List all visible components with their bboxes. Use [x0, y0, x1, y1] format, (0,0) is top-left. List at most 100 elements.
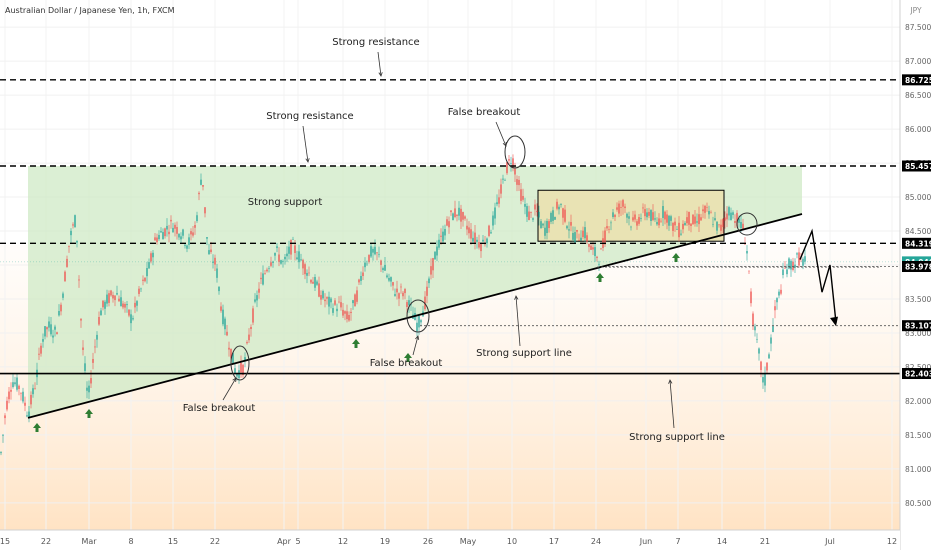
candle-body [496, 202, 498, 205]
level-tag-bg [902, 260, 931, 272]
candle-body [392, 282, 394, 286]
candle-body [726, 213, 728, 220]
candle-body [322, 290, 324, 299]
candle-body [528, 211, 530, 221]
candle-body [568, 229, 570, 231]
price-tick: 85.000 [905, 193, 931, 202]
candle-body [474, 232, 476, 244]
candle-body [10, 389, 12, 392]
price-tick: 84.500 [905, 227, 931, 236]
candle-body [732, 212, 734, 215]
candle-body [68, 245, 70, 247]
candle-body [440, 235, 442, 237]
candle-body [552, 210, 554, 221]
candle-body [738, 218, 740, 223]
level-tag-text: 86.725 [905, 76, 932, 85]
level-tag-bg [902, 320, 931, 332]
candle-body [604, 230, 606, 245]
candle-body [472, 237, 474, 242]
candle-body [692, 214, 694, 225]
candle-body [566, 226, 568, 229]
candle-body [772, 325, 774, 333]
candle-body [678, 222, 680, 238]
candle-body [724, 217, 726, 221]
time-tick: 14 [717, 537, 727, 546]
candle-body [494, 207, 496, 219]
candle-body [228, 347, 230, 350]
candle-body [646, 212, 648, 218]
time-tick: 7 [675, 537, 680, 546]
candle-body [174, 224, 176, 229]
time-tick: 5 [295, 537, 300, 546]
candle-body [438, 239, 440, 248]
candle-body [632, 217, 634, 221]
candle-body [758, 348, 760, 354]
candle-body [684, 222, 686, 226]
candle-body [714, 218, 716, 221]
candle-body [122, 303, 124, 308]
candle-body [222, 309, 224, 325]
candle-body [432, 258, 434, 271]
candle-body [116, 293, 118, 295]
candle-body [102, 300, 104, 308]
candle-body [682, 223, 684, 230]
candle-body [784, 267, 786, 269]
candle-body [310, 279, 312, 283]
candle-body [778, 291, 780, 296]
time-tick: 17 [549, 537, 559, 546]
candle-body [288, 246, 290, 254]
candle-body [12, 382, 14, 388]
candle-body [716, 221, 718, 231]
candle-body [352, 300, 354, 304]
candle-body [2, 434, 4, 436]
candle-body [780, 289, 782, 294]
annotation-strong-support-zone: Strong support [248, 197, 323, 208]
candle-body [326, 297, 328, 299]
candle-body [518, 179, 520, 186]
candle-body [516, 179, 518, 185]
annotation-pointer [495, 121, 507, 147]
candle-body [796, 253, 798, 255]
support-up-arrow [85, 409, 93, 418]
candle-body [28, 411, 30, 418]
candle-body [14, 382, 16, 385]
candle-body [110, 290, 112, 296]
candle-body [512, 158, 514, 169]
candle-body [502, 178, 504, 180]
candle-body [522, 195, 524, 200]
candle-body [372, 248, 374, 253]
candle-body [350, 311, 352, 314]
candle-body [40, 345, 42, 354]
time-tick: 22 [210, 537, 220, 546]
candle-body [500, 184, 502, 194]
candle-body [118, 298, 120, 302]
time-tick: 15 [168, 537, 178, 546]
candle-body [272, 261, 274, 263]
candle-body [458, 207, 460, 216]
candle-body [498, 197, 500, 204]
candle-body [452, 213, 454, 221]
candle-body [752, 313, 754, 327]
candle-body [786, 269, 788, 275]
annotation-pointer-head [514, 295, 519, 300]
candle-body [462, 211, 464, 220]
candle-body [698, 214, 700, 225]
candle-body [300, 259, 302, 261]
candle-body [330, 298, 332, 303]
candle-body [722, 219, 724, 228]
candle-body [212, 261, 214, 263]
candle-body [252, 308, 254, 323]
candle-body [636, 221, 638, 226]
candle-body [400, 286, 402, 288]
candle-body [52, 335, 54, 338]
levels [0, 79, 900, 375]
annotation-pointer [412, 335, 419, 356]
candle-body [366, 263, 368, 265]
candle-body [70, 230, 72, 236]
candle-body [370, 246, 372, 257]
price-tick: 83.500 [905, 295, 931, 304]
candle-body [594, 247, 596, 257]
candle-body [246, 342, 248, 344]
candle-body [762, 377, 764, 383]
